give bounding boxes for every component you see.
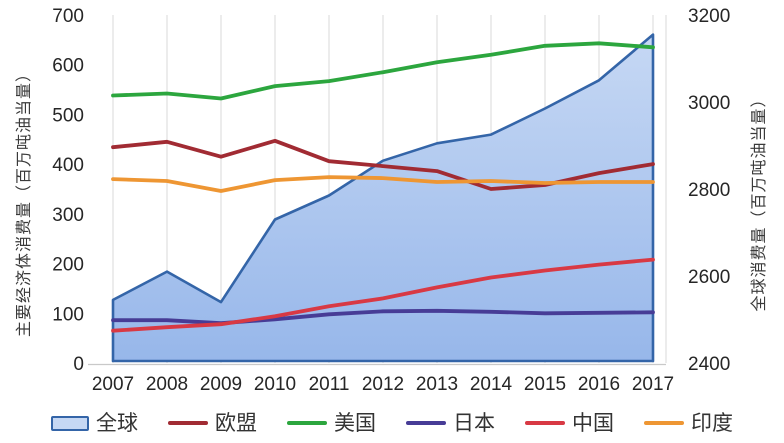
x-tick-label: 2008 <box>146 374 188 395</box>
series-japan <box>111 308 655 326</box>
legend-item-global[interactable]: 全球 <box>51 413 138 434</box>
right-tick-label: 2400 <box>688 354 730 375</box>
x-tick-label: 2013 <box>416 374 458 395</box>
legend-label-us: 美国 <box>334 411 376 435</box>
legend-label-japan: 日本 <box>453 411 495 435</box>
series-india <box>111 175 655 193</box>
legend-label-eu: 欧盟 <box>215 411 257 435</box>
left-tick-label: 100 <box>52 304 84 325</box>
legend-item-india[interactable]: 印度 <box>644 413 733 434</box>
legend-label-india: 印度 <box>691 411 733 435</box>
series-china <box>111 257 655 333</box>
right-tick-label: 3200 <box>688 6 730 27</box>
left-tick-label: 600 <box>52 56 84 77</box>
x-tick-label: 2009 <box>200 374 242 395</box>
x-tick-label: 2010 <box>254 374 296 395</box>
legend-swatch-japan <box>406 421 446 425</box>
legend-swatch-us <box>287 421 327 425</box>
x-tick-label: 2012 <box>362 374 404 395</box>
right-tick-label: 3000 <box>688 93 730 114</box>
left-tick-label: 400 <box>52 155 84 176</box>
x-tick-label: 2007 <box>92 374 134 395</box>
series-global <box>111 33 655 363</box>
legend-swatch-india <box>644 421 684 425</box>
legend-swatch-global <box>51 415 89 431</box>
x-tick-label: 2011 <box>309 374 350 395</box>
y-axis-right-ticks: 2400 2600 2800 3000 3200 <box>688 6 730 375</box>
legend: 全球 欧盟 美国 日本 中国 印度 <box>0 406 784 440</box>
series-us <box>111 41 655 101</box>
legend-item-eu[interactable]: 欧盟 <box>168 413 257 434</box>
right-tick-label: 2600 <box>688 267 730 288</box>
legend-item-us[interactable]: 美国 <box>287 413 376 434</box>
x-tick-label: 2015 <box>524 374 566 395</box>
right-tick-label: 2800 <box>688 180 730 201</box>
x-tick-label: 2017 <box>632 374 674 395</box>
x-tick-label: 2016 <box>578 374 620 395</box>
right-axis-title: 全球消费量（百万吨油当量） <box>751 90 768 312</box>
plot-area: 0 100 200 300 400 500 600 700 2400 2600 2800 3000 32… <box>52 6 730 395</box>
x-tick-label: 2014 <box>470 374 513 395</box>
x-axis-ticks: 2007 2008 2009 2010 2011 2012 2013 2014 2015 2016… <box>92 374 674 395</box>
left-tick-label: 200 <box>52 255 84 276</box>
legend-swatch-eu <box>168 421 208 425</box>
left-tick-label: 700 <box>52 6 84 27</box>
legend-item-japan[interactable]: 日本 <box>406 413 495 434</box>
y-axis-left-ticks: 0 100 200 300 400 500 600 700 <box>52 6 84 375</box>
left-tick-label: 300 <box>52 205 84 226</box>
legend-item-china[interactable]: 中国 <box>525 413 614 434</box>
legend-label-china: 中国 <box>572 411 614 435</box>
legend-label-global: 全球 <box>96 411 138 435</box>
left-tick-label: 500 <box>52 105 84 126</box>
left-tick-label: 0 <box>73 354 84 375</box>
left-axis-title: 主要经济体消费量（百万吨油当量） <box>16 65 33 338</box>
legend-swatch-china <box>525 421 565 425</box>
